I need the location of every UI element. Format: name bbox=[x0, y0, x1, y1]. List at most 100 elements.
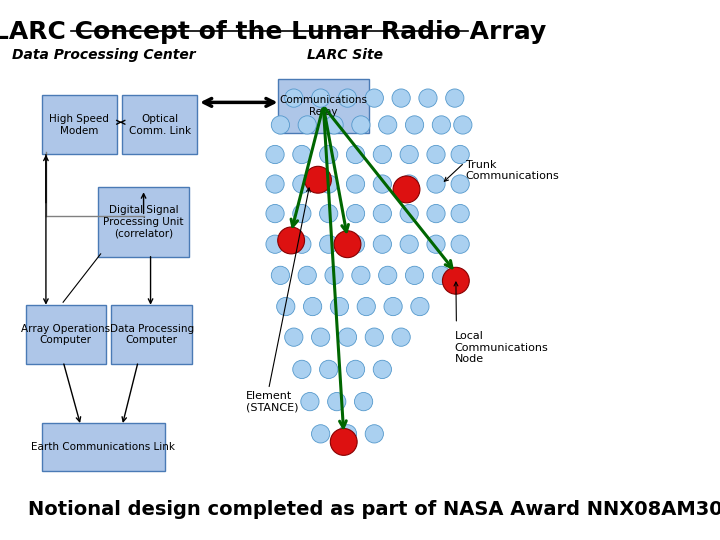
Circle shape bbox=[405, 266, 423, 285]
FancyBboxPatch shape bbox=[25, 305, 106, 364]
Circle shape bbox=[373, 205, 392, 222]
Circle shape bbox=[373, 145, 392, 164]
Circle shape bbox=[427, 235, 445, 253]
Circle shape bbox=[454, 116, 472, 134]
Circle shape bbox=[266, 145, 284, 164]
Circle shape bbox=[284, 89, 303, 107]
FancyBboxPatch shape bbox=[42, 423, 165, 471]
Circle shape bbox=[293, 145, 311, 164]
Circle shape bbox=[451, 175, 469, 193]
Circle shape bbox=[427, 145, 445, 164]
Circle shape bbox=[352, 266, 370, 285]
Text: Optical
Comm. Link: Optical Comm. Link bbox=[129, 114, 191, 136]
Circle shape bbox=[419, 89, 437, 107]
FancyBboxPatch shape bbox=[278, 79, 369, 133]
Circle shape bbox=[451, 145, 469, 164]
Circle shape bbox=[379, 266, 397, 285]
Text: LARC Site: LARC Site bbox=[307, 48, 383, 62]
Circle shape bbox=[346, 235, 364, 253]
Circle shape bbox=[305, 166, 331, 193]
Circle shape bbox=[451, 205, 469, 222]
Circle shape bbox=[365, 89, 384, 107]
Circle shape bbox=[293, 175, 311, 193]
Circle shape bbox=[312, 328, 330, 346]
Circle shape bbox=[271, 266, 289, 285]
Circle shape bbox=[405, 116, 423, 134]
Text: Array Operations
Computer: Array Operations Computer bbox=[21, 323, 110, 345]
Text: Local
Communications
Node: Local Communications Node bbox=[455, 332, 549, 364]
Circle shape bbox=[379, 116, 397, 134]
Circle shape bbox=[338, 425, 356, 443]
Circle shape bbox=[266, 205, 284, 222]
Text: Notional design completed as part of NASA Award NNX08AM30G: Notional design completed as part of NAS… bbox=[28, 500, 720, 518]
Circle shape bbox=[325, 116, 343, 134]
Circle shape bbox=[400, 175, 418, 193]
Circle shape bbox=[400, 145, 418, 164]
Circle shape bbox=[373, 360, 392, 379]
Circle shape bbox=[338, 89, 356, 107]
Text: Data Processing
Computer: Data Processing Computer bbox=[109, 323, 194, 345]
Circle shape bbox=[276, 298, 295, 316]
Circle shape bbox=[266, 235, 284, 253]
Circle shape bbox=[384, 298, 402, 316]
Circle shape bbox=[346, 205, 364, 222]
Circle shape bbox=[312, 89, 330, 107]
Circle shape bbox=[427, 205, 445, 222]
Circle shape bbox=[427, 175, 445, 193]
Circle shape bbox=[293, 235, 311, 253]
Circle shape bbox=[346, 360, 364, 379]
Text: Element
(STANCE): Element (STANCE) bbox=[246, 391, 298, 413]
Circle shape bbox=[443, 267, 469, 294]
Circle shape bbox=[278, 227, 305, 254]
Circle shape bbox=[432, 116, 451, 134]
Text: Communications
Relay: Communications Relay bbox=[279, 96, 367, 117]
Circle shape bbox=[328, 393, 346, 411]
Circle shape bbox=[365, 328, 384, 346]
Circle shape bbox=[320, 360, 338, 379]
Text: High Speed
Modem: High Speed Modem bbox=[49, 114, 109, 136]
Circle shape bbox=[266, 175, 284, 193]
Circle shape bbox=[352, 116, 370, 134]
Circle shape bbox=[373, 175, 392, 193]
Circle shape bbox=[334, 231, 361, 258]
Circle shape bbox=[325, 266, 343, 285]
Circle shape bbox=[432, 266, 451, 285]
Circle shape bbox=[298, 116, 316, 134]
Text: Data Processing Center: Data Processing Center bbox=[12, 48, 195, 62]
Circle shape bbox=[357, 298, 375, 316]
Circle shape bbox=[354, 393, 373, 411]
Circle shape bbox=[451, 235, 469, 253]
Circle shape bbox=[312, 425, 330, 443]
Text: Earth Communications Link: Earth Communications Link bbox=[32, 442, 176, 453]
Circle shape bbox=[330, 428, 357, 455]
Circle shape bbox=[320, 175, 338, 193]
FancyBboxPatch shape bbox=[122, 96, 197, 154]
Circle shape bbox=[346, 145, 364, 164]
Circle shape bbox=[365, 425, 384, 443]
Circle shape bbox=[284, 328, 303, 346]
Circle shape bbox=[293, 360, 311, 379]
Circle shape bbox=[392, 328, 410, 346]
Circle shape bbox=[411, 298, 429, 316]
Circle shape bbox=[400, 205, 418, 222]
Circle shape bbox=[392, 89, 410, 107]
Circle shape bbox=[303, 298, 322, 316]
Circle shape bbox=[320, 235, 338, 253]
FancyBboxPatch shape bbox=[98, 187, 189, 256]
Circle shape bbox=[346, 175, 364, 193]
Circle shape bbox=[320, 145, 338, 164]
Circle shape bbox=[298, 266, 316, 285]
Circle shape bbox=[338, 328, 356, 346]
Circle shape bbox=[330, 298, 348, 316]
Text: Digital Signal
Processing Unit
(correlator): Digital Signal Processing Unit (correlat… bbox=[104, 205, 184, 238]
FancyBboxPatch shape bbox=[42, 96, 117, 154]
Circle shape bbox=[293, 205, 311, 222]
Circle shape bbox=[373, 235, 392, 253]
Circle shape bbox=[301, 393, 319, 411]
Circle shape bbox=[320, 205, 338, 222]
Circle shape bbox=[446, 89, 464, 107]
Circle shape bbox=[400, 235, 418, 253]
Circle shape bbox=[393, 176, 420, 203]
FancyBboxPatch shape bbox=[112, 305, 192, 364]
Circle shape bbox=[271, 116, 289, 134]
